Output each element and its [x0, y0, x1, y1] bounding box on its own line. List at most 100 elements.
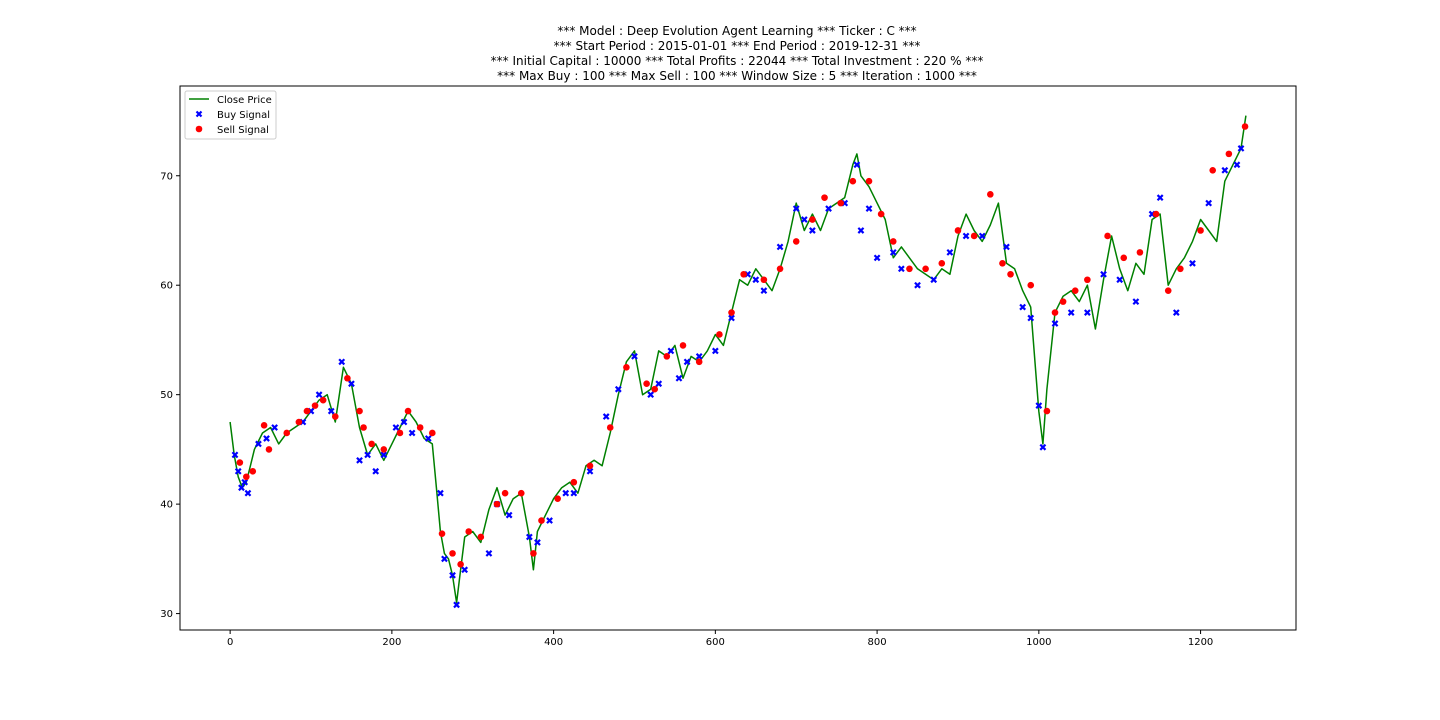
buy-signal-point	[1237, 145, 1245, 152]
sell-signal-point	[1225, 150, 1233, 158]
buy-signal-point	[505, 511, 513, 519]
sell-signal-point	[954, 227, 962, 234]
sell-signal-point	[570, 478, 578, 486]
sell-signal-point	[877, 210, 885, 218]
sell-signal-point	[554, 495, 561, 502]
sell-signal-point	[760, 276, 768, 284]
buy-signal-point	[667, 347, 675, 355]
title-line-2: *** Start Period : 2015-01-01 *** End Pe…	[554, 39, 921, 53]
y-tick-label: 30	[160, 609, 173, 620]
sell-signal-point	[331, 413, 339, 420]
sell-signal-point	[849, 177, 857, 185]
sell-signal-point	[1241, 123, 1249, 130]
buy-signal-point	[234, 467, 242, 475]
buy-signal-point	[853, 161, 861, 169]
sell-signal-point	[889, 238, 897, 245]
sell-signal-point	[1152, 210, 1160, 218]
y-tick-label: 40	[160, 500, 173, 511]
buy-signal-point	[485, 550, 493, 557]
sell-signal-point	[809, 216, 816, 223]
sell-signal-point	[319, 396, 327, 404]
buy-signal-point	[1221, 166, 1229, 174]
sell-signal-point	[416, 424, 424, 431]
sell-signal-point	[538, 517, 545, 524]
x-tick-label: 800	[868, 637, 887, 648]
sell-signal-point	[792, 238, 800, 245]
buy-signal-point	[437, 489, 444, 497]
buy-signal-point	[930, 276, 938, 284]
buy-signal-point	[1019, 303, 1027, 311]
sell-signal-point	[728, 309, 735, 316]
buy-signal-point	[962, 232, 970, 240]
buy-signal-point	[792, 205, 800, 212]
sell-signal-point	[265, 446, 273, 453]
buy-signal-point	[255, 440, 262, 448]
x-tick-label: 1000	[1026, 637, 1051, 648]
buy-signal-point	[695, 352, 703, 360]
buy-signal-point	[238, 484, 245, 492]
buy-signal-point	[978, 232, 986, 240]
buy-signal-point	[424, 435, 432, 442]
sell-signal-point	[356, 407, 363, 415]
sell-signal-point	[1027, 281, 1035, 289]
sell-signal-point	[380, 446, 388, 453]
buy-signal-point	[586, 467, 594, 475]
legend-sell-signal-swatch	[195, 125, 203, 133]
sell-signal-point	[457, 561, 464, 568]
sell-signal-point	[429, 429, 436, 437]
legend-box	[184, 90, 277, 140]
buy-signal-point	[525, 533, 533, 541]
buy-signal-point	[392, 424, 400, 431]
buy-signal-point	[315, 391, 323, 399]
buy-signal-point	[683, 358, 691, 366]
sell-signal-point	[1104, 232, 1111, 240]
buy-signal-point	[408, 429, 416, 437]
sell-signal-point	[493, 500, 501, 508]
legend-sell-signal-label: Sell Signal	[217, 125, 269, 136]
title-line-1: *** Model : Deep Evolution Agent Learnin…	[557, 24, 916, 38]
buy-signal-point	[1233, 161, 1241, 169]
axes: 0 200 400 600 800 1000 1200 30 40 50 60 70	[160, 85, 1297, 648]
buy-signal-point	[1035, 402, 1043, 409]
buy-signal-point	[647, 391, 655, 399]
buy-signal-point	[1172, 309, 1180, 316]
buy-signal-point	[453, 601, 460, 609]
sell-signal-point	[396, 429, 404, 437]
sell-signal-point	[1007, 270, 1014, 278]
plot-frame	[179, 85, 1297, 631]
sell-signal-point	[999, 260, 1006, 267]
sell-signal-point	[740, 270, 747, 278]
sell-signal-point	[695, 358, 703, 366]
buy-signal-point	[241, 478, 249, 486]
sell-signal-point	[679, 342, 687, 349]
buy-signal-point	[914, 281, 921, 289]
buy-signal-point	[1083, 309, 1091, 316]
buy-signal-point	[614, 385, 622, 393]
buy-signal-point	[534, 539, 541, 546]
sell-signal-point	[295, 418, 303, 426]
buy-signal-point	[825, 205, 832, 212]
sell-signal-point	[1209, 166, 1217, 174]
buy-signal-point	[244, 489, 252, 497]
sell-signal-point	[1084, 276, 1091, 284]
x-tick-label: 1200	[1188, 637, 1213, 648]
buy-signal-point	[809, 227, 816, 234]
buy-signal-point	[570, 489, 578, 497]
buy-signal-point	[776, 243, 784, 251]
sell-signal-point	[501, 489, 509, 497]
y-tick-label: 50	[160, 390, 173, 401]
buy-signal-point	[364, 451, 371, 459]
sell-signal-point	[1120, 254, 1128, 262]
legend-close-price-label: Close Price	[217, 95, 272, 106]
buy-signal-point	[1205, 199, 1213, 207]
buy-signal-point	[1051, 320, 1059, 327]
sell-signal-point	[404, 407, 412, 415]
buy-signal-point	[400, 418, 408, 426]
sell-signal-point	[821, 194, 828, 201]
buy-signal-point	[441, 555, 448, 563]
x-tick-label: 0	[227, 637, 233, 648]
sell-signal-point	[449, 550, 456, 557]
sell-signal-point	[1197, 227, 1204, 234]
sell-signal-point	[303, 407, 311, 415]
